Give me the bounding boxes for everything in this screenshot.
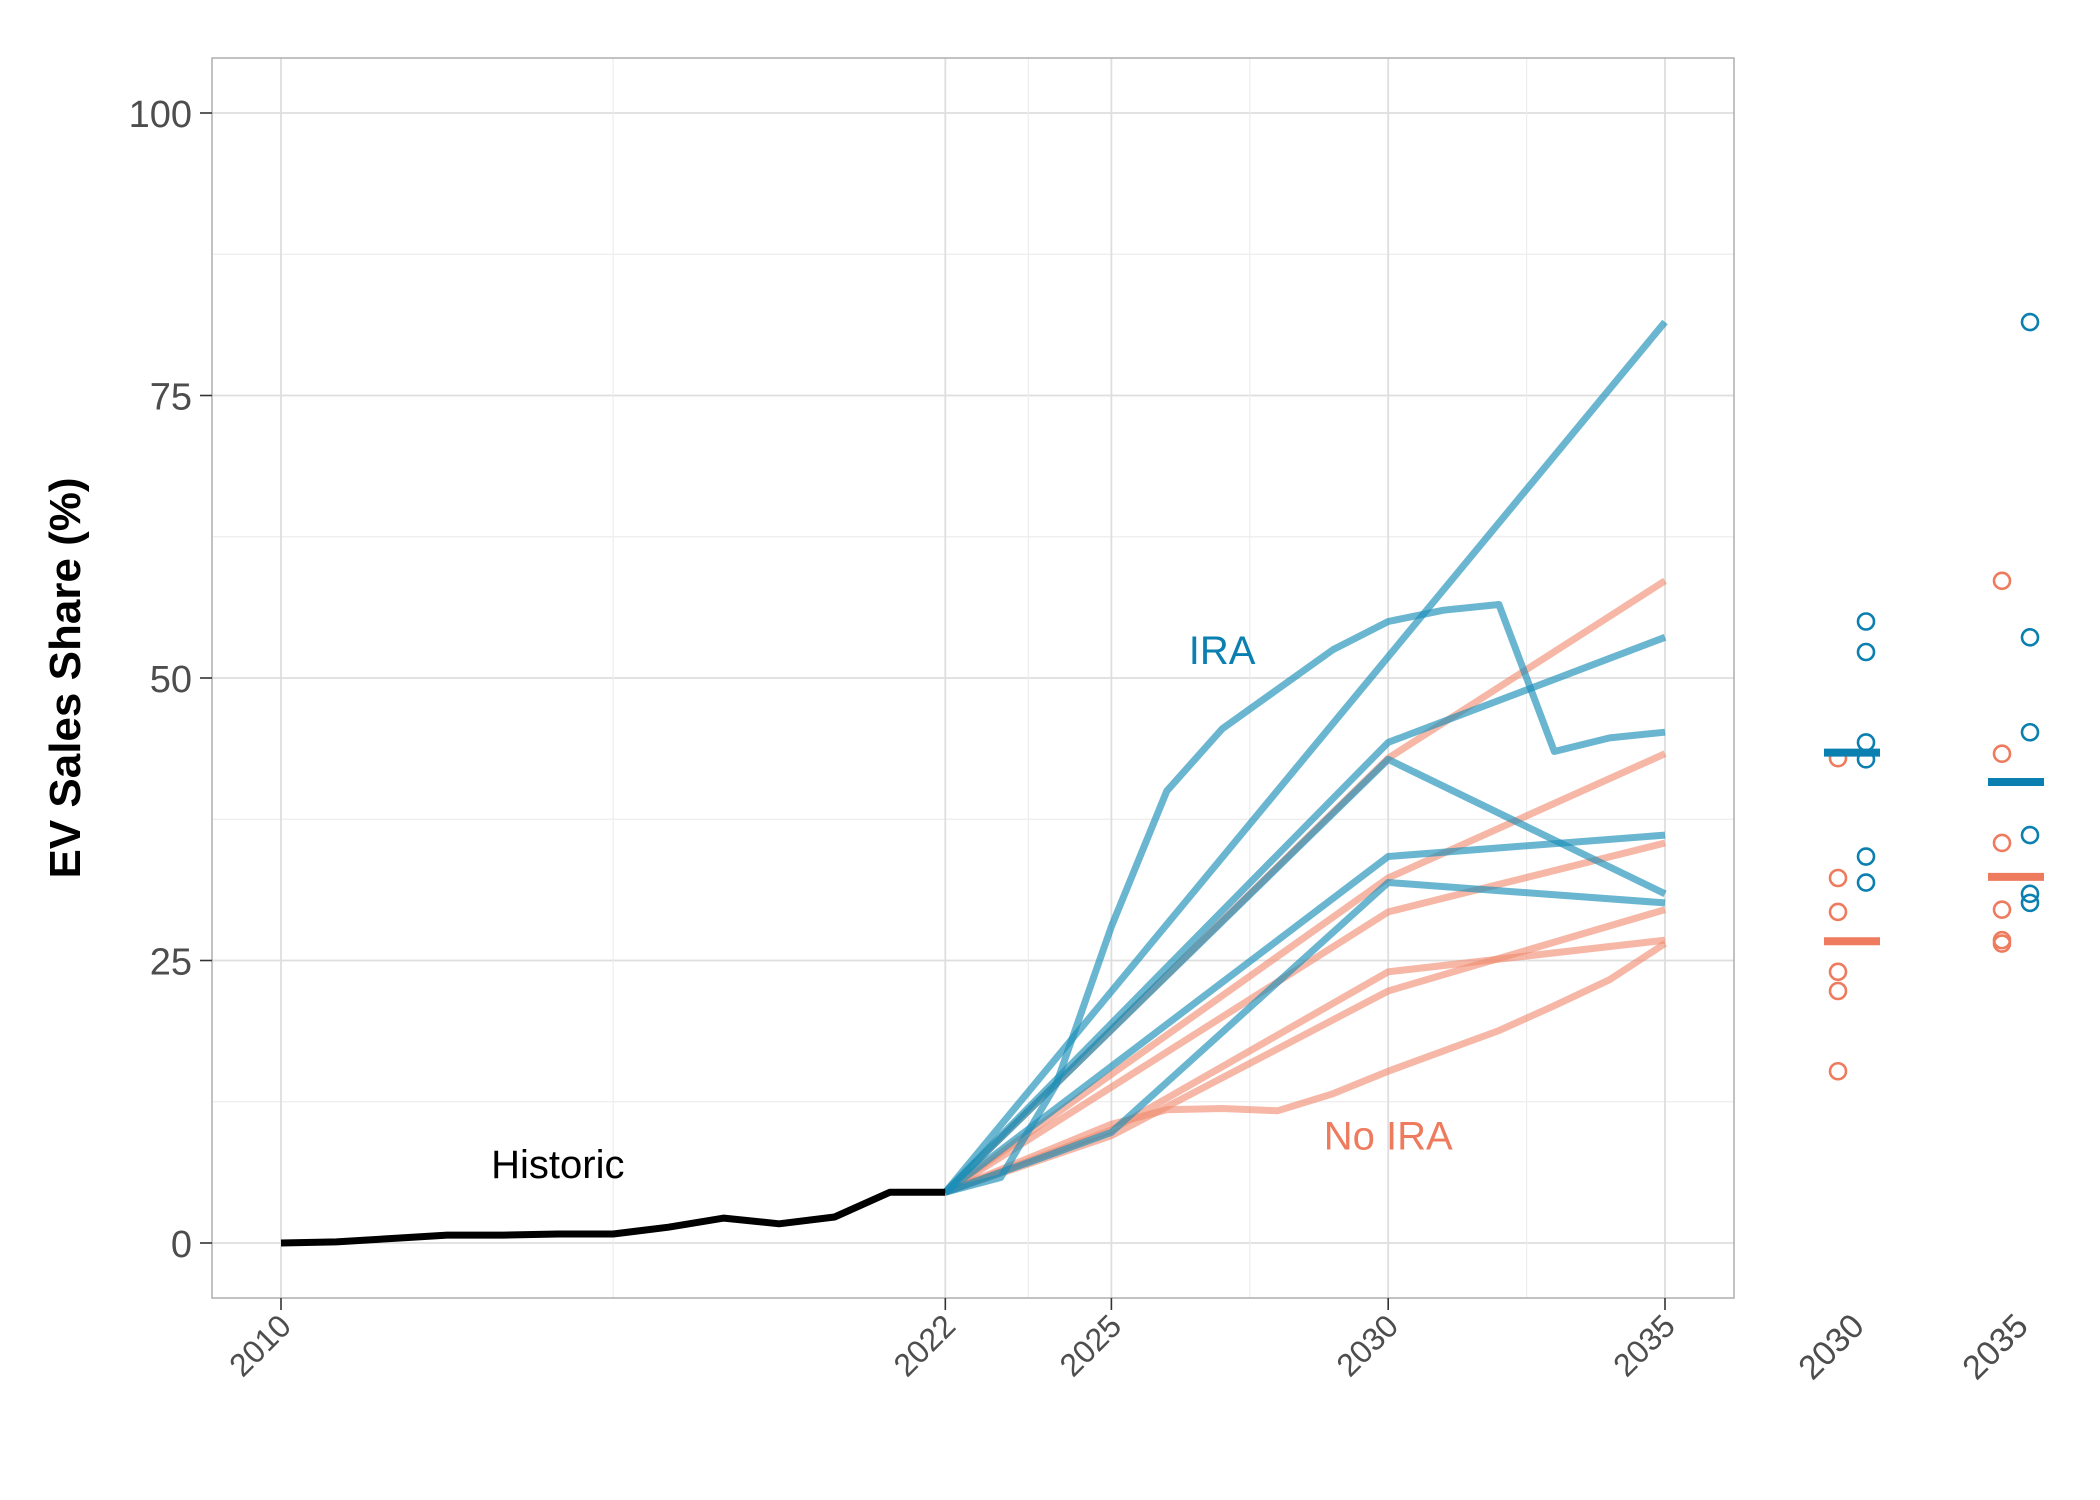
ira-series-line — [942, 319, 1668, 1195]
ira-point — [2020, 825, 2040, 845]
ira-point — [2020, 884, 2040, 904]
no-ira-annotation: No IRA — [1324, 1115, 1453, 1159]
ira-point — [1856, 612, 1876, 631]
y-tick-label: 50 — [150, 659, 192, 701]
no-ira-point — [1992, 744, 2012, 764]
y-tick-label: 0 — [171, 1224, 192, 1266]
no-ira-series-line — [943, 750, 1667, 1196]
no-ira-series-line — [943, 839, 1666, 1196]
ira-point — [1856, 642, 1876, 662]
ira-series-line — [942, 755, 1667, 1195]
ira-series-line — [944, 601, 1666, 1196]
y-tick-label: 100 — [129, 94, 192, 136]
ira-point — [1856, 847, 1876, 866]
ira-annotation: IRA — [1189, 629, 1256, 673]
historic-series-line — [280, 1188, 946, 1247]
ira-point — [2020, 722, 2040, 742]
no-ira-point — [1828, 962, 1848, 982]
no-ira-point — [1828, 868, 1848, 888]
annotations-layer: Historic IRA No IRA — [491, 629, 1453, 1187]
no-ira-point — [1828, 981, 1848, 1001]
no-ira-point — [1992, 934, 2012, 953]
ira-point — [2020, 312, 2040, 332]
ira-point — [1856, 873, 1876, 892]
ira-series-line — [942, 634, 1667, 1195]
no-ira-point — [1828, 1061, 1848, 1081]
ira-point — [2020, 628, 2040, 647]
no-ira-point — [1828, 902, 1848, 922]
y-axis-title: EV Sales Share (%) — [41, 477, 90, 878]
y-tick-label: 25 — [150, 942, 192, 984]
historic-annotation: Historic — [491, 1143, 624, 1187]
no-ira-point — [1992, 571, 2012, 591]
no-ira-point — [1992, 833, 2012, 853]
ira-series-line — [944, 879, 1666, 1196]
no-ira-series-line — [943, 940, 1667, 1196]
lines-layer — [280, 319, 1668, 1247]
y-tick-label: 75 — [150, 377, 192, 419]
no-ira-point — [1992, 900, 2012, 919]
ira-point — [2020, 893, 2040, 913]
ira-series-line — [943, 831, 1666, 1195]
